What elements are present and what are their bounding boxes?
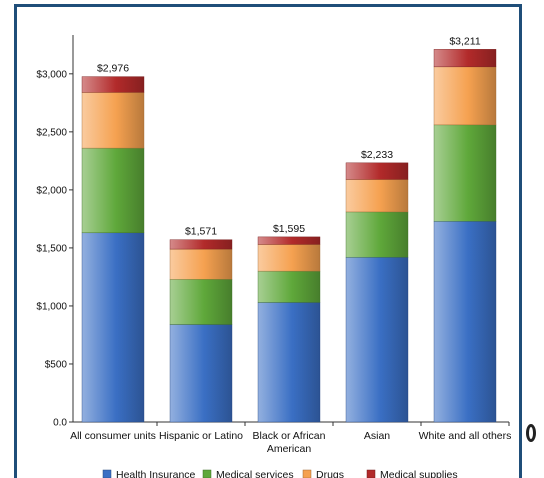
bar-health-insurance-asian [345, 256, 409, 423]
y-tick-label: $500 [45, 359, 68, 370]
y-tick-label: $3,000 [36, 69, 67, 80]
total-label-asian: $2,233 [361, 149, 393, 161]
legend-swatch-medical-supplies [366, 469, 376, 478]
total-label-black-or-african-american: $1,595 [273, 223, 305, 235]
bar-health-insurance-black-or-african-american [257, 302, 321, 423]
x-category-label: All consumer units [70, 430, 156, 442]
bar-drugs-all-consumer-units [81, 92, 145, 149]
x-category-label: Hispanic or Latino [159, 430, 243, 442]
legend-swatch-health-insurance [102, 469, 112, 478]
chart-frame: 0.0 $500 $1,000 $1,500 $2,000 $2,500 $3,000 $2… [14, 4, 522, 478]
x-category-label: White and all others [419, 430, 512, 442]
legend-label-drugs: Drugs [316, 469, 344, 478]
page-edge-mark [526, 424, 536, 442]
legend-label-health-insurance: Health Insurance [116, 469, 196, 478]
bar-medical-supplies-black-or-african-american [257, 236, 321, 245]
stacked-bar-chart: 0.0 $500 $1,000 $1,500 $2,000 $2,500 $3,000 $2… [36, 35, 512, 478]
legend-swatch-medical-services [202, 469, 212, 478]
total-label-white-and-all-others: $3,211 [449, 35, 480, 47]
bar-medical-services-white-and-all-others [433, 124, 497, 222]
bar-medical-services-hispanic-or-latino [169, 279, 233, 325]
x-category-label: Black or African American [253, 430, 326, 455]
bar-medical-supplies-all-consumer-units [81, 76, 145, 93]
bar-medical-supplies-asian [345, 162, 409, 180]
y-tick-label: $1,000 [36, 301, 67, 312]
bar-health-insurance-white-and-all-others [433, 221, 497, 423]
bar-drugs-black-or-african-american [257, 244, 321, 272]
bar-medical-supplies-white-and-all-others [433, 49, 497, 68]
y-tick-label: 0.0 [53, 418, 67, 429]
bar-medical-services-asian [345, 211, 409, 258]
bar-drugs-asian [345, 179, 409, 213]
bar-medical-services-black-or-african-american [257, 270, 321, 303]
bar-drugs-white-and-all-others [433, 66, 497, 126]
legend-swatch-drugs [302, 469, 312, 478]
bar-health-insurance-hispanic-or-latino [169, 324, 233, 423]
y-tick-label: $2,500 [36, 127, 67, 138]
x-category-label: Asian [364, 430, 390, 442]
bar-health-insurance-all-consumer-units [81, 232, 145, 423]
legend-label-medical-supplies: Medical supplies [380, 469, 458, 478]
total-label-hispanic-or-latino: $1,571 [185, 226, 217, 238]
y-tick-label: $2,000 [36, 185, 67, 196]
bar-medical-services-all-consumer-units [81, 147, 145, 234]
y-tick-label: $1,500 [36, 243, 67, 254]
total-label-all-consumer-units: $2,976 [97, 63, 129, 75]
legend-label-medical-services: Medical services [216, 469, 294, 478]
bar-drugs-hispanic-or-latino [169, 248, 233, 280]
bar-medical-supplies-hispanic-or-latino [169, 239, 233, 250]
